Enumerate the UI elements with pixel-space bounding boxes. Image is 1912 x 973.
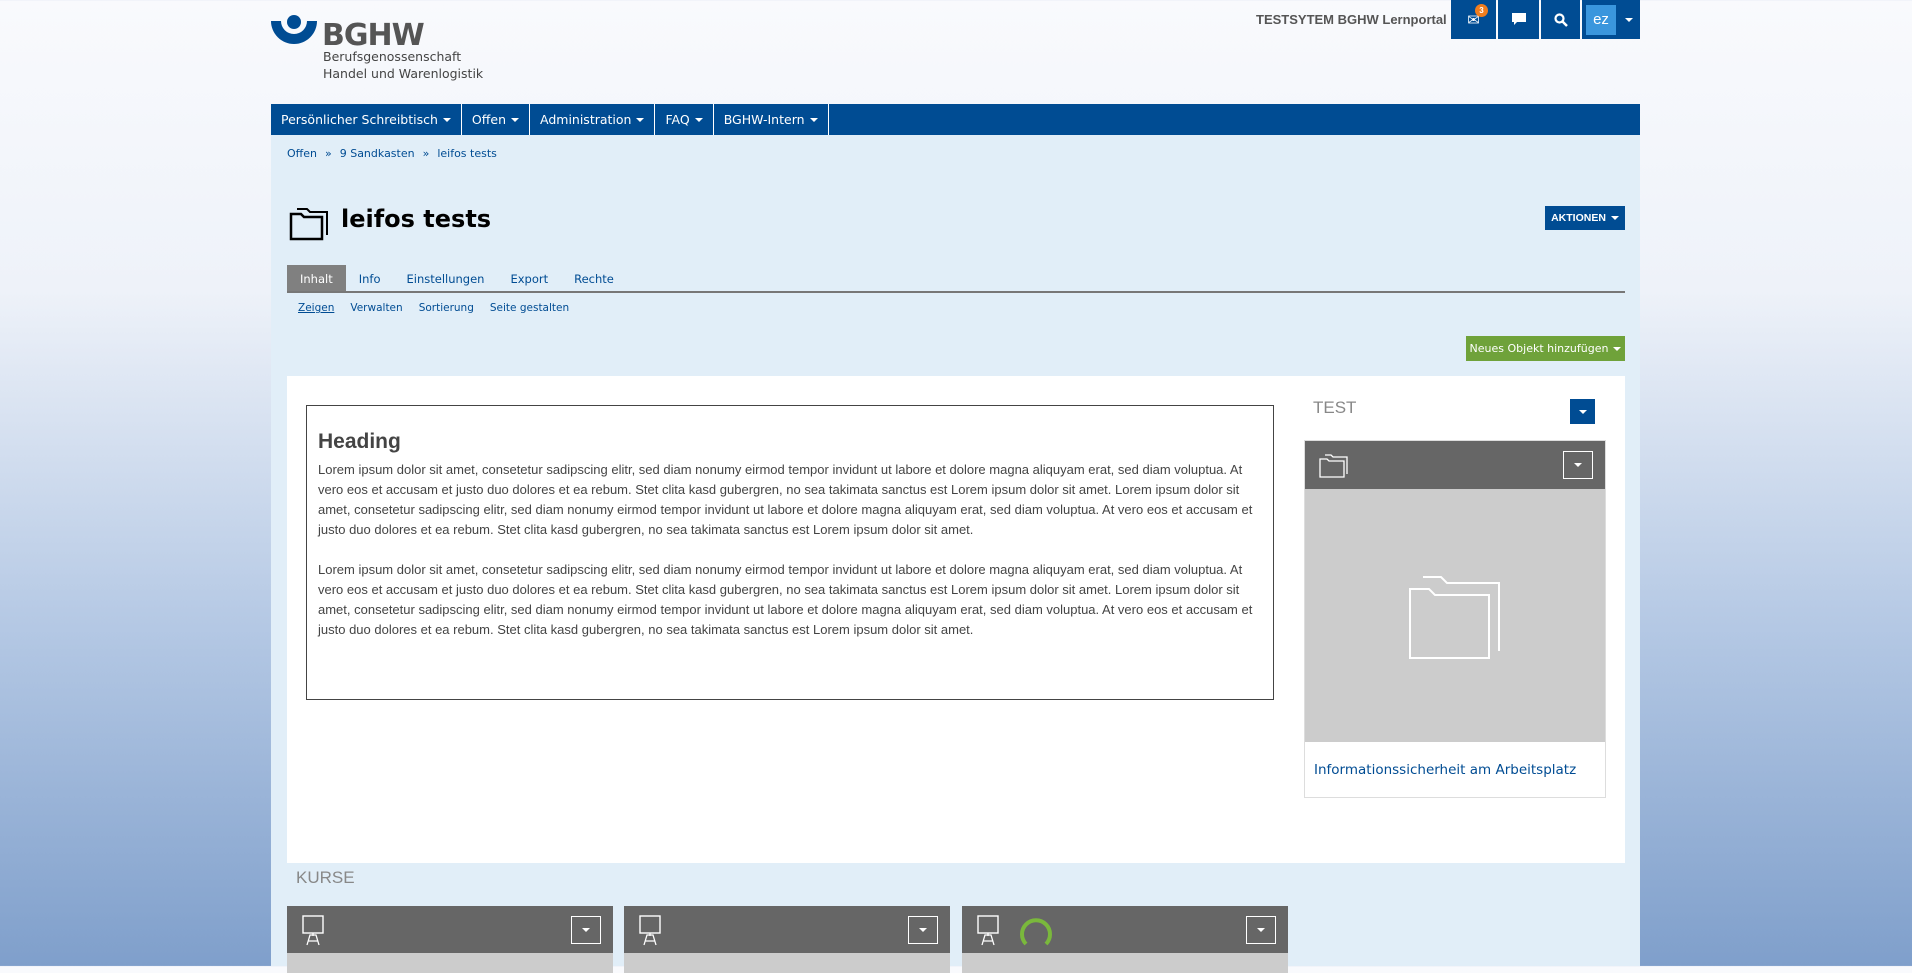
nav-bghw-intern[interactable]: BGHW-Intern [714, 104, 829, 135]
easel-icon [639, 914, 661, 945]
chevron-down-icon [1578, 409, 1587, 414]
portal-title: TESTSYTEM BGHW Lernportal [1256, 12, 1447, 27]
chevron-down-icon [582, 927, 590, 932]
text-block: Heading Lorem ipsum dolor sit amet, cons… [306, 405, 1274, 700]
subtab-seite-gestalten[interactable]: Seite gestalten [489, 302, 570, 314]
tabs: Inhalt Info Einstellungen Export Rechte [287, 265, 627, 292]
tab-rechte[interactable]: Rechte [574, 271, 614, 286]
breadcrumb-current[interactable]: leifos tests [437, 147, 497, 160]
chevron-down-icon [1257, 927, 1265, 932]
aktionen-button[interactable]: AKTIONEN [1545, 206, 1625, 230]
chevron-down-icon [1613, 346, 1622, 351]
chevron-down-icon [694, 117, 703, 122]
chevron-down-icon [919, 927, 927, 932]
logo[interactable] [271, 15, 481, 85]
card-menu-button[interactable] [1246, 915, 1276, 944]
nav-offen[interactable]: Offen [462, 104, 530, 135]
nav-faq[interactable]: FAQ [655, 104, 714, 135]
logo-subtitle-2: Handel und Warenlogistik [323, 66, 484, 81]
add-object-button[interactable]: Neues Objekt hinzufügen [1466, 336, 1625, 361]
user-menu-button[interactable]: ez [1582, 0, 1640, 39]
chevron-down-icon [636, 117, 645, 122]
nav-persoenlicher-schreibtisch[interactable]: Persönlicher Schreibtisch [271, 104, 462, 135]
nav-label: FAQ [665, 112, 690, 127]
card-menu-button[interactable] [908, 915, 938, 944]
chevron-down-icon [1574, 463, 1582, 467]
breadcrumb-sandkasten[interactable]: 9 Sandkasten [339, 147, 415, 160]
card-menu-button[interactable] [1563, 451, 1593, 479]
breadcrumb-offen[interactable]: Offen [287, 147, 317, 160]
breadcrumb: Offen » 9 Sandkasten » leifos tests [287, 147, 505, 160]
breadcrumb-separator: » [324, 147, 332, 160]
chevron-down-icon [442, 117, 451, 122]
chat-icon [1511, 13, 1526, 25]
search-icon [1553, 12, 1568, 27]
logo-title: BGHW [322, 18, 425, 53]
progress-ring-icon [1020, 917, 1052, 945]
text-paragraph: Lorem ipsum dolor sit amet, consetetur s… [318, 462, 1253, 537]
folder-icon [1409, 575, 1500, 659]
breadcrumb-separator: » [422, 147, 430, 160]
card-title-link[interactable]: Informationssicherheit am Arbeitsplatz [1314, 762, 1577, 778]
easel-icon [302, 914, 324, 945]
chevron-down-icon [1625, 17, 1633, 22]
course-card[interactable] [624, 906, 950, 973]
mail-button[interactable]: ✉ 3 [1451, 0, 1496, 39]
subtab-sortierung[interactable]: Sortierung [418, 302, 474, 314]
course-card[interactable] [962, 906, 1288, 973]
chevron-down-icon [511, 117, 519, 122]
easel-icon [977, 914, 999, 945]
subtabs: Zeigen Verwalten Sortierung Seite gestal… [298, 302, 569, 314]
logo-subtitle-1: Berufsgenossenschaft [323, 49, 462, 64]
text-heading: Heading [318, 430, 401, 453]
search-button[interactable] [1541, 0, 1580, 39]
folder-icon [289, 208, 328, 241]
card-menu-button[interactable] [571, 915, 601, 944]
nav-administration[interactable]: Administration [530, 104, 656, 135]
main-nav: Persönlicher Schreibtisch Offen Administ… [271, 104, 1640, 135]
nav-label: Offen [471, 112, 506, 127]
mail-badge: 3 [1475, 4, 1488, 17]
side-card[interactable]: Informationssicherheit am Arbeitsplatz [1304, 440, 1606, 798]
courses-section-title: KURSE [296, 868, 355, 887]
subtab-verwalten[interactable]: Verwalten [350, 302, 403, 314]
page-title: leifos tests [341, 205, 492, 233]
subtab-zeigen[interactable]: Zeigen [298, 302, 335, 314]
side-section-title: TEST [1313, 398, 1357, 417]
nav-label: BGHW-Intern [723, 112, 805, 127]
user-avatar: ez [1586, 4, 1616, 35]
add-object-label: Neues Objekt hinzufügen [1469, 342, 1609, 355]
text-paragraph: Lorem ipsum dolor sit amet, consetetur s… [318, 562, 1253, 637]
tab-einstellungen[interactable]: Einstellungen [406, 271, 485, 286]
logo-mark-icon [271, 15, 317, 44]
folder-icon [1319, 454, 1348, 478]
side-section-menu-button[interactable] [1570, 399, 1595, 424]
mail-icon: ✉ [1467, 11, 1480, 29]
card-thumbnail [1305, 489, 1605, 742]
course-card[interactable] [287, 906, 613, 973]
nav-label: Administration [540, 112, 632, 127]
tab-info[interactable]: Info [358, 271, 381, 286]
tab-inhalt[interactable]: Inhalt [287, 265, 346, 292]
aktionen-label: AKTIONEN [1551, 212, 1606, 224]
tab-export[interactable]: Export [510, 271, 549, 286]
tab-divider [287, 291, 1625, 293]
chat-button[interactable] [1498, 0, 1539, 39]
nav-label: Persönlicher Schreibtisch [281, 112, 438, 127]
chevron-down-icon [809, 117, 818, 122]
chevron-down-icon [1610, 216, 1619, 220]
